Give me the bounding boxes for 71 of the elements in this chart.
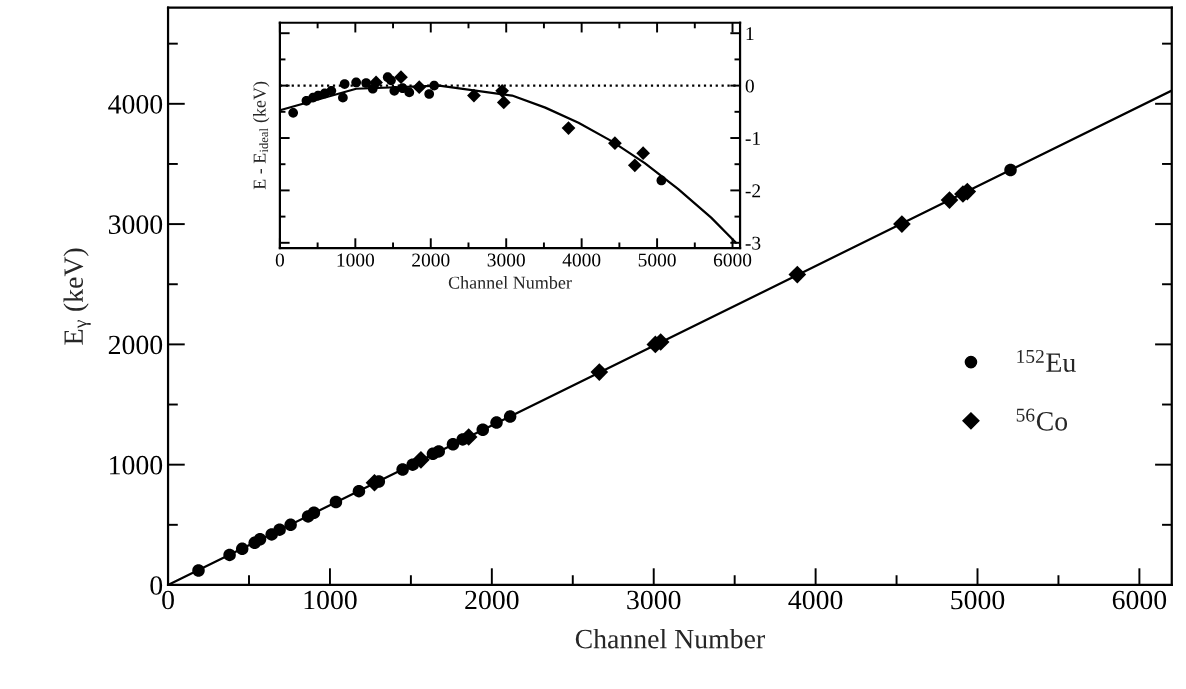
point (361, 78, 371, 88)
y-tick-label: 1 (746, 27, 754, 40)
point (446, 437, 460, 451)
y-tick-label: -3 (745, 236, 761, 250)
x-axis-title: Channel Number (575, 628, 765, 649)
y-tick-label: 3000 (108, 215, 163, 235)
point (389, 85, 400, 96)
point (467, 88, 481, 103)
y-tick-label: 0 (150, 576, 163, 595)
point (590, 363, 609, 381)
point (788, 265, 807, 284)
point (893, 215, 911, 233)
point (503, 410, 517, 423)
point (432, 445, 445, 458)
point (608, 136, 622, 151)
point (396, 463, 409, 476)
x-axis-title: Channel Number (448, 276, 572, 289)
point (404, 87, 415, 98)
x-tick-label: 1000 (304, 590, 357, 610)
point (386, 75, 396, 86)
point (394, 70, 408, 85)
point (352, 484, 366, 498)
point (429, 80, 440, 91)
x-tick-label: 5000 (951, 590, 1005, 610)
y-tick-label: -1 (745, 131, 760, 145)
point (1004, 163, 1017, 177)
point (235, 542, 249, 556)
point (329, 495, 343, 509)
point (561, 121, 576, 135)
x-tick-label: 6000 (1112, 590, 1167, 610)
x-tick-label: 3000 (487, 253, 525, 267)
point (656, 175, 667, 186)
point (412, 80, 427, 95)
legend-label: $^{152}$Eu (1017, 349, 1076, 372)
point (495, 83, 510, 98)
point (273, 523, 286, 536)
x-tick-label: 1000 (337, 253, 375, 267)
point (496, 95, 511, 110)
x-tick-label: 4000 (562, 253, 601, 267)
legend-label: $^{56}$Co (1016, 408, 1068, 431)
point (339, 79, 350, 89)
x-tick-label: 5000 (638, 253, 676, 267)
point (940, 191, 959, 209)
point (490, 416, 503, 429)
x-tick-label: 2000 (412, 253, 450, 267)
point (476, 423, 490, 437)
y-tick-label: 0 (745, 79, 754, 93)
point (424, 89, 435, 99)
y-axis-title: E$_{γ}$ (keV) (63, 248, 91, 345)
point (307, 506, 321, 520)
point (412, 451, 430, 469)
point (223, 548, 236, 562)
y-tick-label: 4000 (108, 94, 163, 114)
x-tick-label: 3000 (627, 590, 681, 610)
point (326, 85, 337, 96)
y-tick-label: 1000 (110, 455, 163, 475)
point (338, 92, 348, 103)
y-tick-label: -2 (745, 184, 761, 198)
point (253, 533, 267, 546)
point (284, 518, 297, 532)
point (192, 564, 205, 577)
x-tick-label: 0 (275, 253, 285, 267)
x-tick-label: 4000 (788, 590, 843, 610)
y-tick-label: 2000 (108, 335, 163, 355)
x-tick-label: 6000 (713, 253, 752, 267)
y-axis-title: E - E$_{ideal}$ (keV) (253, 81, 270, 190)
point (636, 146, 650, 161)
point (627, 158, 642, 173)
point (351, 77, 362, 88)
point (288, 108, 299, 118)
x-tick-label: 2000 (465, 590, 519, 610)
